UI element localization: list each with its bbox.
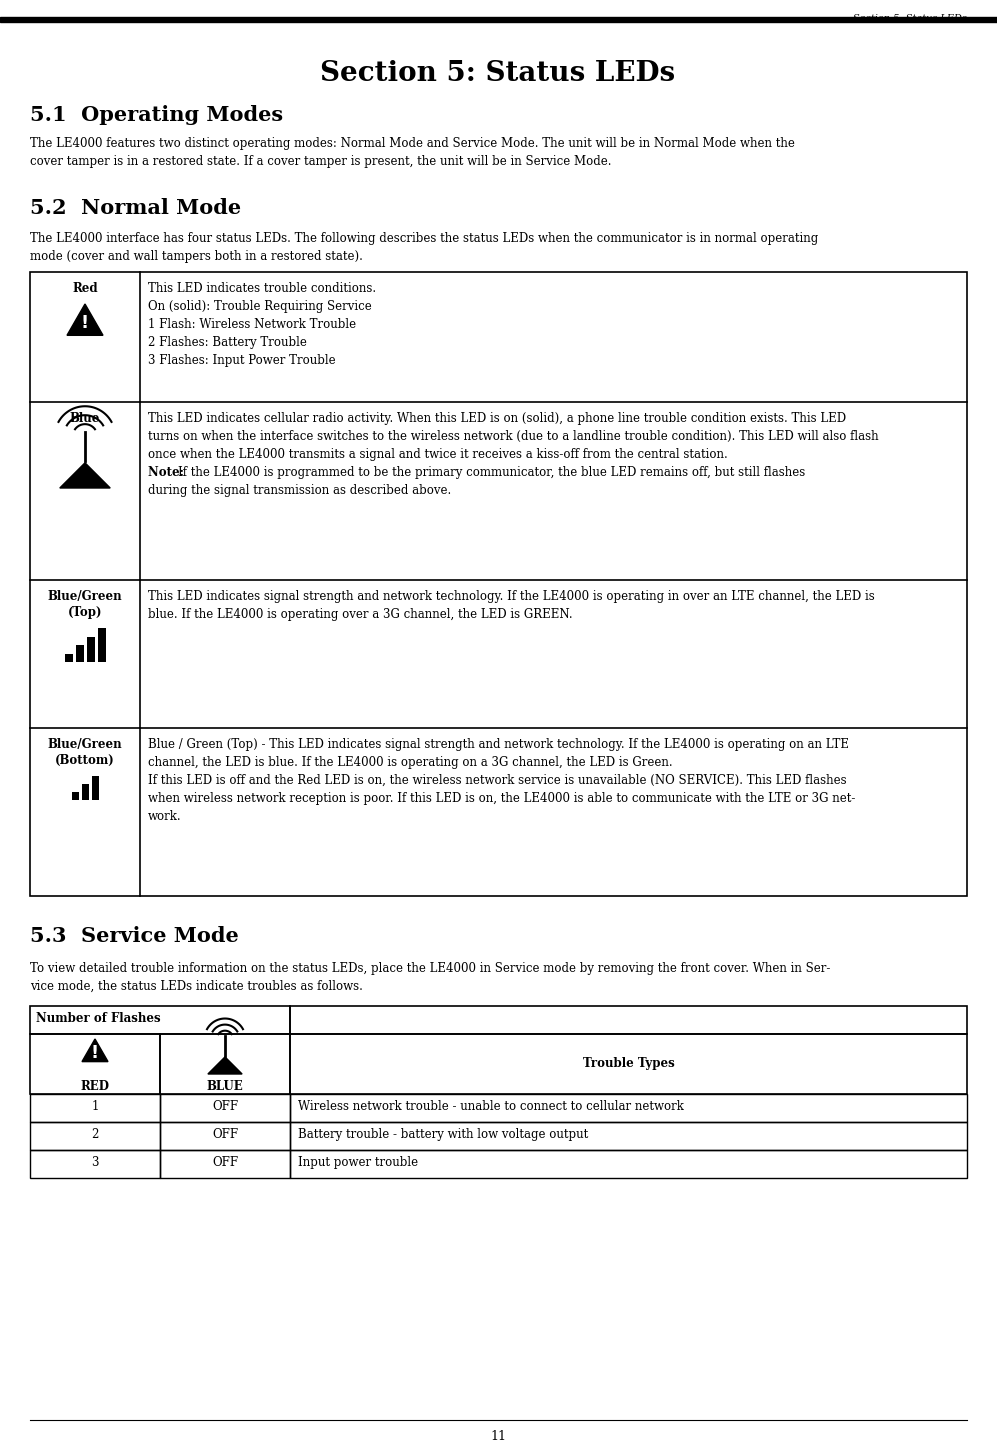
Text: once when the LE4000 transmits a signal and twice it receives a kiss-off from th: once when the LE4000 transmits a signal … [148, 448, 728, 461]
Text: 3 Flashes: Input Power Trouble: 3 Flashes: Input Power Trouble [148, 354, 336, 367]
Text: On (solid): Trouble Requiring Service: On (solid): Trouble Requiring Service [148, 300, 372, 313]
Text: To view detailed trouble information on the status LEDs, place the LE4000 in Ser: To view detailed trouble information on … [30, 962, 831, 975]
Text: Note:: Note: [148, 467, 188, 480]
Text: 1 Flash: Wireless Network Trouble: 1 Flash: Wireless Network Trouble [148, 317, 356, 330]
Bar [30, 1006, 290, 1035]
Text: Section 5: Status LEDs: Section 5: Status LEDs [320, 59, 676, 87]
Text: Wireless network trouble - unable to connect to cellular network: Wireless network trouble - unable to con… [298, 1100, 684, 1113]
Text: mode (cover and wall tampers both in a restored state).: mode (cover and wall tampers both in a r… [30, 251, 363, 264]
Bar [30, 1122, 160, 1151]
Text: Blue/Green: Blue/Green [48, 738, 123, 751]
Text: blue. If the LE4000 is operating over a 3G channel, the LED is GREEN.: blue. If the LE4000 is operating over a … [148, 609, 572, 622]
Bar [30, 1094, 160, 1122]
Text: RED: RED [81, 1080, 110, 1093]
Text: Blue: Blue [70, 412, 100, 425]
Bar [98, 627, 106, 662]
Text: cover tamper is in a restored state. If a cover tamper is present, the unit will: cover tamper is in a restored state. If … [30, 155, 611, 168]
Bar [160, 1151, 290, 1178]
Polygon shape [60, 462, 111, 488]
Text: BLUE: BLUE [206, 1080, 243, 1093]
Text: !: ! [91, 1045, 99, 1062]
Bar [290, 1094, 967, 1122]
Text: Number of Flashes: Number of Flashes [36, 1011, 161, 1024]
Polygon shape [82, 1039, 108, 1062]
Text: This LED indicates trouble conditions.: This LED indicates trouble conditions. [148, 283, 376, 296]
Text: during the signal transmission as described above.: during the signal transmission as descri… [148, 484, 452, 497]
Text: Input power trouble: Input power trouble [298, 1156, 418, 1169]
Text: 2: 2 [92, 1127, 99, 1140]
Text: Red: Red [72, 283, 98, 296]
Text: 1: 1 [92, 1100, 99, 1113]
Text: OFF: OFF [212, 1156, 238, 1169]
Bar [290, 1122, 967, 1151]
Bar [0, 17, 997, 22]
Text: work.: work. [148, 810, 181, 823]
Text: OFF: OFF [212, 1100, 238, 1113]
Text: This LED indicates cellular radio activity. When this LED is on (solid), a phone: This LED indicates cellular radio activi… [148, 412, 846, 425]
Bar [82, 784, 89, 800]
Text: 2 Flashes: Battery Trouble: 2 Flashes: Battery Trouble [148, 336, 307, 349]
Text: when wireless network reception is poor. If this LED is on, the LE4000 is able t: when wireless network reception is poor.… [148, 793, 855, 806]
Bar [30, 272, 967, 895]
Text: 3: 3 [92, 1156, 99, 1169]
Bar [92, 777, 99, 800]
Bar [290, 1151, 967, 1178]
Bar [290, 1006, 967, 1035]
Text: Blue / Green (Top) - This LED indicates signal strength and network technology. : Blue / Green (Top) - This LED indicates … [148, 738, 849, 751]
Text: vice mode, the status LEDs indicate troubles as follows.: vice mode, the status LEDs indicate trou… [30, 980, 363, 993]
Text: Blue/Green: Blue/Green [48, 590, 123, 603]
Text: The LE4000 features two distinct operating modes: Normal Mode and Service Mode. : The LE4000 features two distinct operati… [30, 138, 795, 151]
Bar [65, 653, 73, 662]
Text: 5.3  Service Mode: 5.3 Service Mode [30, 926, 238, 946]
Text: If this LED is off and the Red LED is on, the wireless network service is unavai: If this LED is off and the Red LED is on… [148, 774, 846, 787]
Text: !: ! [81, 314, 89, 332]
Text: Trouble Types: Trouble Types [582, 1058, 674, 1071]
Text: (Top): (Top) [68, 606, 103, 619]
Polygon shape [208, 1056, 242, 1074]
Bar [72, 793, 79, 800]
Text: The LE4000 interface has four status LEDs. The following describes the status LE: The LE4000 interface has four status LED… [30, 232, 819, 245]
Text: This LED indicates signal strength and network technology. If the LE4000 is oper: This LED indicates signal strength and n… [148, 590, 874, 603]
Bar [160, 1094, 290, 1122]
Bar [160, 1122, 290, 1151]
Text: OFF: OFF [212, 1127, 238, 1140]
Bar [76, 645, 84, 662]
Text: Section 5: Status LEDs: Section 5: Status LEDs [853, 14, 967, 23]
Bar [290, 1035, 967, 1094]
Text: 5.1  Operating Modes: 5.1 Operating Modes [30, 104, 283, 125]
Bar [87, 636, 95, 662]
Bar [160, 1035, 290, 1094]
Text: (Bottom): (Bottom) [55, 753, 115, 767]
Text: channel, the LED is blue. If the LE4000 is operating on a 3G channel, the LED is: channel, the LED is blue. If the LE4000 … [148, 756, 673, 769]
Bar [30, 1151, 160, 1178]
Text: turns on when the interface switches to the wireless network (due to a landline : turns on when the interface switches to … [148, 430, 878, 443]
Text: Battery trouble - battery with low voltage output: Battery trouble - battery with low volta… [298, 1127, 588, 1140]
Bar [30, 1035, 160, 1094]
Text: 11: 11 [490, 1430, 506, 1443]
Text: If the LE4000 is programmed to be the primary communicator, the blue LED remains: If the LE4000 is programmed to be the pr… [178, 467, 806, 480]
Polygon shape [67, 304, 103, 335]
Text: 5.2  Normal Mode: 5.2 Normal Mode [30, 199, 241, 217]
